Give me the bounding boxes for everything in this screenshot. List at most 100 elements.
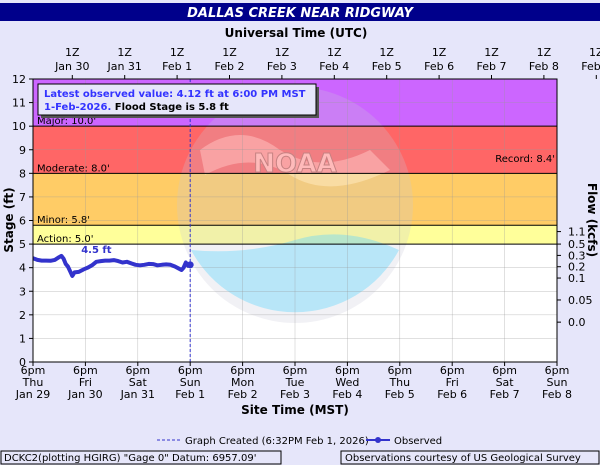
mst-tick-day: Sun xyxy=(180,376,201,389)
threshold-label-minor: Minor: 5.8' xyxy=(37,215,90,226)
mst-tick-time: 6pm xyxy=(283,364,308,377)
mst-tick-day: Sat xyxy=(496,376,515,389)
top-axis-title: Universal Time (UTC) xyxy=(225,26,368,40)
mst-tick-time: 6pm xyxy=(73,364,98,377)
flow-tick-label: 0.05 xyxy=(568,294,593,307)
mst-tick-day: Sat xyxy=(129,376,148,389)
utc-tick-hour: 1Z xyxy=(379,46,394,59)
utc-tick-date: Feb 2 xyxy=(215,60,245,73)
record-label: Record: 8.4' xyxy=(495,154,555,165)
footer-right-box xyxy=(340,450,600,465)
mst-tick-date: Jan 29 xyxy=(15,388,50,401)
threshold-label-moderate: Moderate: 8.0' xyxy=(37,163,110,174)
mst-tick-day: Tue xyxy=(285,376,305,389)
flow-tick-label: 0.5 xyxy=(568,238,586,251)
stage-tick-label: 7 xyxy=(19,191,26,204)
mst-tick-date: Feb 3 xyxy=(280,388,310,401)
stage-tick-label: 2 xyxy=(19,309,26,322)
legend-graph-created-label: Graph Created (6:32PM Feb 1, 2026) xyxy=(185,436,369,447)
mst-tick-day: Thu xyxy=(388,376,410,389)
utc-tick-date: Jan 30 xyxy=(54,60,89,73)
mst-tick-time: 6pm xyxy=(125,364,150,377)
y-axis-title: Stage (ft) xyxy=(2,187,16,252)
flow-tick-label: 0.1 xyxy=(568,272,586,285)
legend-observed-marker xyxy=(375,437,381,443)
mst-tick-day: Sun xyxy=(547,376,568,389)
mst-tick-date: Feb 1 xyxy=(175,388,205,401)
utc-tick-hour: 1Z xyxy=(117,46,132,59)
footer-credit: Observations courtesy of US Geological S… xyxy=(345,453,581,464)
mst-tick-time: 6pm xyxy=(387,364,412,377)
flow-tick-label: 0.2 xyxy=(568,261,586,274)
utc-tick-date: Feb 9 xyxy=(581,60,600,73)
info-line-1: Latest observed value: 4.12 ft at 6:00 P… xyxy=(44,89,306,100)
threshold-label-action: Action: 5.0' xyxy=(37,234,94,245)
stage-tick-label: 10 xyxy=(12,120,26,133)
x-axis-title: Site Time (MST) xyxy=(241,403,349,417)
utc-tick-date: Feb 8 xyxy=(529,60,559,73)
y2-axis-title: Flow (kcfs) xyxy=(585,183,599,257)
mst-tick-day: Mon xyxy=(231,376,254,389)
threshold-lines: Action: 5.0' Minor: 5.8' Moderate: 8.0' Maj… xyxy=(33,79,557,362)
info-line-2-date: 1-Feb-2026. xyxy=(44,102,115,113)
mst-tick-date: Feb 4 xyxy=(332,388,362,401)
mst-tick-time: 6pm xyxy=(492,364,517,377)
mst-tick-time: 6pm xyxy=(230,364,255,377)
mst-tick-time: 6pm xyxy=(335,364,360,377)
flow-axis-ticks: 0.0 0.05 0.10.20.30.51.1 xyxy=(557,226,593,329)
stage-tick-label: 4 xyxy=(19,262,26,275)
observed-series: 4.5 ft xyxy=(33,245,194,278)
utc-tick-hour: 1Z xyxy=(222,46,237,59)
mst-tick-day: Wed xyxy=(335,376,359,389)
utc-tick-date: Feb 1 xyxy=(162,60,192,73)
mst-tick-time: 6pm xyxy=(440,364,465,377)
flow-tick-label: 0.3 xyxy=(568,249,586,262)
utc-tick-hour: 1Z xyxy=(170,46,185,59)
legend-observed-label: Observed xyxy=(394,436,442,447)
mst-tick-date: Feb 7 xyxy=(490,388,520,401)
info-box xyxy=(37,83,317,116)
mst-tick-date: Jan 31 xyxy=(120,388,155,401)
info-line-2-flood-stage: Flood Stage is 5.8 ft xyxy=(115,102,229,113)
flow-tick-label: 1.1 xyxy=(568,226,586,239)
stage-tick-label: 0 xyxy=(19,356,26,369)
mst-tick-time: 6pm xyxy=(545,364,570,377)
utc-tick-hour: 1Z xyxy=(484,46,499,59)
mst-tick-day: Fri xyxy=(79,376,92,389)
utc-tick-date: Feb 6 xyxy=(424,60,454,73)
mst-tick-date: Feb 2 xyxy=(228,388,258,401)
utc-tick-date: Feb 4 xyxy=(319,60,349,73)
utc-tick-hour: 1Z xyxy=(537,46,552,59)
utc-tick-hour: 1Z xyxy=(65,46,80,59)
flow-tick-label: 0.0 xyxy=(568,316,586,329)
mst-tick-date: Feb 6 xyxy=(437,388,467,401)
stage-tick-label: 12 xyxy=(12,73,26,86)
stage-tick-label: 1 xyxy=(19,332,26,345)
utc-tick-hour: 1Z xyxy=(589,46,600,59)
utc-tick-date: Jan 31 xyxy=(106,60,141,73)
stage-tick-label: 9 xyxy=(19,144,26,157)
stage-tick-label: 3 xyxy=(19,285,26,298)
stage-tick-label: 11 xyxy=(12,97,26,110)
threshold-label-major: Major: 10.0' xyxy=(37,116,96,127)
stage-tick-label: 6 xyxy=(19,215,26,228)
utc-tick-hour: 1Z xyxy=(327,46,342,59)
mst-tick-time: 6pm xyxy=(178,364,203,377)
mst-tick-date: Feb 8 xyxy=(542,388,572,401)
footer-left-box xyxy=(0,450,282,465)
mst-tick-day: Thu xyxy=(22,376,44,389)
stage-tick-label: 5 xyxy=(19,238,26,251)
info-line-2: 1-Feb-2026. Flood Stage is 5.8 ft xyxy=(44,102,229,113)
utc-tick-date: Feb 3 xyxy=(267,60,297,73)
mst-tick-date: Feb 5 xyxy=(385,388,415,401)
chart-title: DALLAS CREEK NEAR RIDGWAY xyxy=(187,6,414,21)
mst-tick-time: 6pm xyxy=(21,364,46,377)
utc-tick-hour: 1Z xyxy=(275,46,290,59)
title-bar xyxy=(0,3,600,21)
mst-tick-date: Jan 30 xyxy=(67,388,102,401)
stage-tick-label: 8 xyxy=(19,167,26,180)
series-line-observed xyxy=(33,253,193,278)
